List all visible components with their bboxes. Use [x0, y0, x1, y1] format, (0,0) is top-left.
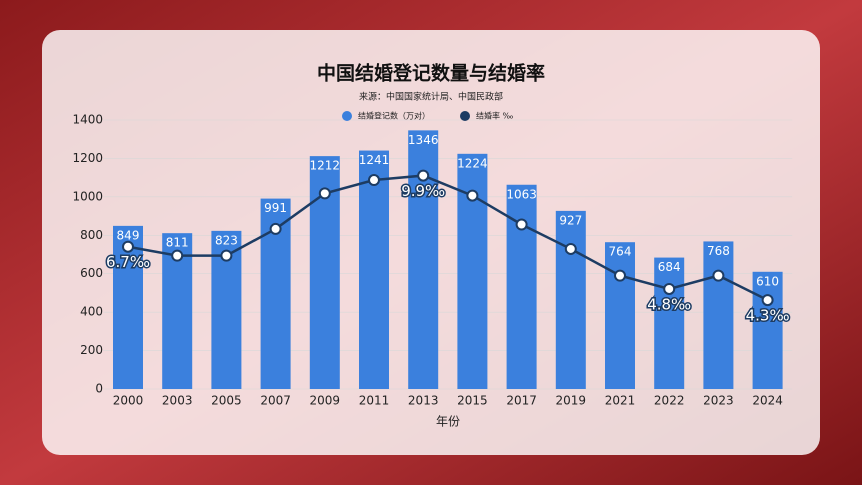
- rate-point: [122, 240, 134, 253]
- rate-value-label: 9.9‰: [401, 182, 445, 200]
- y-tick-label: 1400: [72, 113, 103, 127]
- bar-value-label: 768: [707, 244, 730, 258]
- y-tick-label: 1000: [72, 189, 103, 203]
- x-tick-label: 2015: [457, 394, 488, 408]
- y-tick-label: 0: [95, 382, 103, 396]
- x-tick-label: 2003: [162, 394, 193, 408]
- x-tick-label: 2022: [654, 394, 685, 408]
- legend-swatch: [342, 111, 352, 121]
- x-tick-label: 2007: [260, 394, 291, 408]
- y-tick-label: 600: [80, 266, 103, 280]
- rate-point: [171, 249, 184, 262]
- y-tick-label: 800: [80, 228, 103, 242]
- rate-point: [417, 169, 430, 182]
- rate-point: [515, 218, 528, 231]
- bar-value-label: 1212: [310, 159, 341, 173]
- legend-label: 结婚率 ‰: [476, 111, 514, 121]
- rate-point: [761, 294, 774, 307]
- x-tick-label: 2005: [211, 394, 242, 408]
- x-tick-label: 2011: [359, 394, 390, 408]
- bar-value-label: 764: [609, 245, 632, 259]
- x-tick-label: 2023: [703, 394, 734, 408]
- bar: [752, 271, 783, 389]
- chart-subtitle: 来源：中国国家统计局、中国民政部: [359, 91, 503, 103]
- chart-title: 中国结婚登记数量与结婚率: [317, 62, 545, 85]
- bar: [555, 210, 586, 389]
- legend-swatch: [460, 111, 470, 121]
- bar-value-label: 849: [117, 228, 140, 242]
- bar-value-label: 1224: [457, 156, 488, 170]
- rate-line: [127, 174, 769, 302]
- rate-point: [466, 189, 479, 202]
- bar-value-label: 823: [215, 233, 238, 247]
- bar-value-label: 610: [756, 274, 779, 288]
- rate-point: [663, 282, 676, 295]
- rate-point: [712, 269, 725, 282]
- bar-value-label: 811: [166, 236, 189, 250]
- bar: [408, 130, 439, 389]
- x-axis-label: 年份: [436, 415, 460, 429]
- rate-point: [318, 187, 331, 200]
- rate-point: [220, 249, 233, 262]
- x-tick-label: 2000: [113, 394, 144, 408]
- bar-value-label: 927: [559, 213, 582, 227]
- bar: [457, 153, 488, 389]
- y-tick-label: 400: [80, 305, 103, 319]
- x-tick-label: 2021: [605, 394, 636, 408]
- rate-point: [269, 222, 282, 235]
- x-tick-label: 2009: [310, 394, 341, 408]
- bar: [113, 225, 143, 389]
- bar-value-label: 1241: [359, 153, 390, 167]
- bar: [506, 184, 537, 389]
- rate-point: [564, 242, 577, 255]
- legend-label: 结婚登记数（万对）: [358, 111, 430, 121]
- rate-value-label: 6.7‰: [106, 253, 150, 271]
- rate-point: [614, 269, 626, 282]
- bar-value-label: 1346: [408, 133, 439, 147]
- bar: [359, 150, 389, 389]
- x-tick-label: 2017: [506, 394, 537, 408]
- x-tick-label: 2024: [752, 394, 783, 408]
- rate-value-label: 4.3‰: [746, 307, 790, 325]
- x-tick-label: 2013: [408, 394, 439, 408]
- y-tick-label: 200: [80, 343, 103, 357]
- rate-value-label: 4.8‰: [647, 295, 691, 313]
- rate-point: [368, 174, 380, 187]
- bar-value-label: 684: [658, 260, 681, 274]
- bar: [654, 257, 685, 389]
- bar: [703, 241, 734, 389]
- bar: [605, 242, 635, 389]
- x-tick-label: 2019: [556, 394, 587, 408]
- bar-value-label: 991: [264, 201, 287, 215]
- bar-value-label: 1063: [506, 187, 537, 201]
- y-tick-label: 1200: [72, 151, 103, 165]
